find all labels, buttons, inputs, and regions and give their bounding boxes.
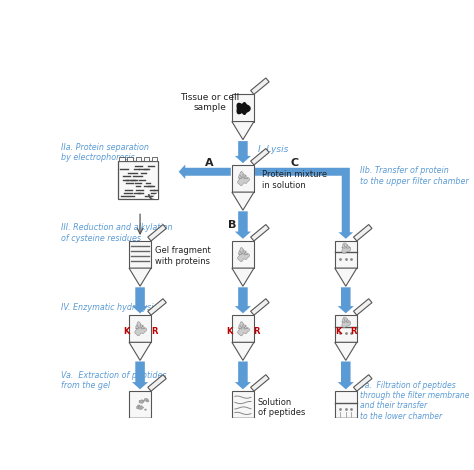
Polygon shape xyxy=(335,315,357,342)
Polygon shape xyxy=(235,212,251,239)
Polygon shape xyxy=(146,400,149,402)
Text: IV. Enzymatic hydrolysis: IV. Enzymatic hydrolysis xyxy=(61,303,158,312)
Polygon shape xyxy=(148,375,166,391)
Text: C: C xyxy=(290,158,299,168)
Polygon shape xyxy=(235,361,251,389)
Polygon shape xyxy=(148,299,166,315)
Polygon shape xyxy=(139,400,144,403)
Bar xyxy=(144,157,149,161)
Text: Va.  Extraction of peptides
from the gel: Va. Extraction of peptides from the gel xyxy=(61,371,166,390)
Text: IIb. Transfer of protein
to the upper filter chamber: IIb. Transfer of protein to the upper fi… xyxy=(360,166,469,186)
Text: K: K xyxy=(335,327,342,336)
Polygon shape xyxy=(251,225,269,241)
Polygon shape xyxy=(232,418,254,436)
Polygon shape xyxy=(335,268,357,286)
Polygon shape xyxy=(232,391,254,418)
Text: R: R xyxy=(151,327,157,336)
Polygon shape xyxy=(232,241,254,268)
Text: R: R xyxy=(254,327,260,336)
Polygon shape xyxy=(129,342,151,360)
Polygon shape xyxy=(179,164,231,179)
Polygon shape xyxy=(342,243,351,253)
Text: K: K xyxy=(226,327,232,336)
Polygon shape xyxy=(129,418,151,436)
Polygon shape xyxy=(335,241,357,268)
Text: Solution
of peptides: Solution of peptides xyxy=(258,398,305,417)
Polygon shape xyxy=(335,391,357,418)
Polygon shape xyxy=(337,361,354,389)
Text: III. Reduction and alkylation
of cysteine residues: III. Reduction and alkylation of cystein… xyxy=(61,223,173,243)
Polygon shape xyxy=(138,405,140,407)
Polygon shape xyxy=(337,287,354,313)
Polygon shape xyxy=(235,287,251,313)
Polygon shape xyxy=(235,141,251,163)
Polygon shape xyxy=(232,315,254,342)
Polygon shape xyxy=(232,94,254,122)
Bar xyxy=(136,157,141,161)
Polygon shape xyxy=(251,299,269,315)
Polygon shape xyxy=(144,398,148,401)
Polygon shape xyxy=(135,321,147,336)
Polygon shape xyxy=(335,418,357,436)
Polygon shape xyxy=(129,268,151,286)
Text: Tissue or cell
sample: Tissue or cell sample xyxy=(180,93,239,112)
Text: Gel fragment
with proteins: Gel fragment with proteins xyxy=(155,246,210,266)
Text: I. Lysis: I. Lysis xyxy=(258,145,289,154)
Polygon shape xyxy=(132,287,148,313)
Polygon shape xyxy=(237,321,250,336)
Polygon shape xyxy=(251,78,269,94)
Polygon shape xyxy=(129,315,151,342)
Polygon shape xyxy=(232,268,254,286)
Polygon shape xyxy=(237,103,250,114)
Polygon shape xyxy=(251,375,269,391)
Polygon shape xyxy=(232,165,254,192)
Polygon shape xyxy=(129,391,151,418)
Polygon shape xyxy=(138,406,144,409)
Polygon shape xyxy=(237,247,250,262)
Polygon shape xyxy=(129,241,151,268)
Bar xyxy=(118,161,158,199)
Polygon shape xyxy=(251,149,269,165)
Polygon shape xyxy=(232,342,254,360)
Polygon shape xyxy=(354,225,372,241)
Bar xyxy=(128,157,133,161)
Polygon shape xyxy=(137,406,142,409)
Text: Protein mixture
in solution: Protein mixture in solution xyxy=(262,170,327,189)
Bar xyxy=(152,157,157,161)
Text: K: K xyxy=(123,327,129,336)
Polygon shape xyxy=(148,225,166,241)
Polygon shape xyxy=(132,361,148,389)
Text: A: A xyxy=(205,158,213,168)
Polygon shape xyxy=(151,192,158,199)
Polygon shape xyxy=(354,299,372,315)
Polygon shape xyxy=(237,172,250,186)
Polygon shape xyxy=(232,192,254,210)
Polygon shape xyxy=(232,122,254,140)
Polygon shape xyxy=(335,342,357,360)
Polygon shape xyxy=(255,168,353,239)
Polygon shape xyxy=(342,317,351,328)
Polygon shape xyxy=(354,375,372,391)
Polygon shape xyxy=(141,400,145,402)
Text: B: B xyxy=(228,219,236,229)
Text: R: R xyxy=(350,327,356,336)
Polygon shape xyxy=(145,409,146,410)
Bar xyxy=(119,157,125,161)
Text: IIa. Protein separation
by electrophoresis: IIa. Protein separation by electrophores… xyxy=(61,142,149,162)
Text: Va.  Filtration of peptides
through the filter membrane
and their transfer
to th: Va. Filtration of peptides through the f… xyxy=(360,381,470,421)
